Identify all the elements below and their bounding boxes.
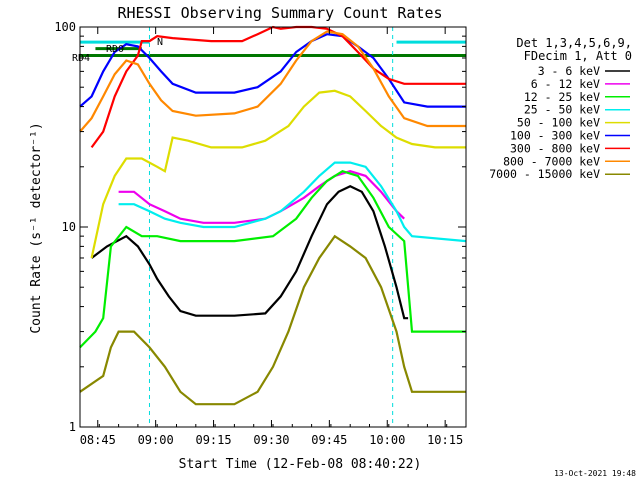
x-tick-label: 09:15 [195,433,231,447]
chart-title: RHESSI Observing Summary Count Rates [117,4,442,22]
x-tick-label: 09:45 [311,433,347,447]
x-tick-label: 09:30 [253,433,289,447]
y-tick-label: 10 [62,220,76,234]
series-line-4 [90,89,466,259]
y-axis-ticks: 1 10 100 [54,20,466,434]
legend-header-2: FDecim 1, Att 0 [524,49,632,63]
x-axis-label: Start Time (12-Feb-08 08:40:22) [179,457,422,472]
x-tick-label: 10:00 [369,433,405,447]
legend-entry-label: 12 - 25 keV [524,90,600,104]
x-tick-label: 09:00 [138,433,174,447]
series-line-7 [79,30,466,133]
footer-timestamp: 13-Oct-2021 19:48 [554,469,636,478]
legend-entry-label: 25 - 50 keV [524,103,600,117]
series-line-8 [79,234,466,406]
rd0-label: RD0 [106,44,124,55]
rd4-label: RD4 [72,53,90,64]
y-axis-label: Count Rate (s⁻¹ detector⁻¹) [29,122,44,333]
legend-entry-label: 6 - 12 keV [531,77,600,91]
legend-header-1: Det 1,3,4,5,6,9, [516,36,632,50]
series-line-2 [79,170,466,349]
series-group [79,25,467,406]
x-axis-ticks: 08:45 09:00 09:15 09:30 09:45 10:00 10:15 [79,27,467,447]
legend-entry-label: 3 - 6 keV [538,64,600,78]
y-tick-label: 1 [69,420,76,434]
legend-entry-label: 50 - 100 keV [517,116,600,130]
x-tick-label: 10:15 [427,433,463,447]
series-line-0 [90,184,409,320]
y-tick-label: 100 [54,20,76,34]
legend-entry-label: 800 - 7000 keV [503,154,600,168]
n-label: N [157,37,163,48]
x-tick-label: 08:45 [80,433,116,447]
legend-entry-label: 7000 - 15000 keV [489,167,600,181]
series-line-5 [79,33,466,108]
series-line-6 [90,25,466,149]
legend-entry-label: 100 - 300 keV [510,129,600,143]
series-line-3 [118,161,467,243]
legend-entry-label: 300 - 800 keV [510,141,600,155]
plot-area [79,25,467,427]
